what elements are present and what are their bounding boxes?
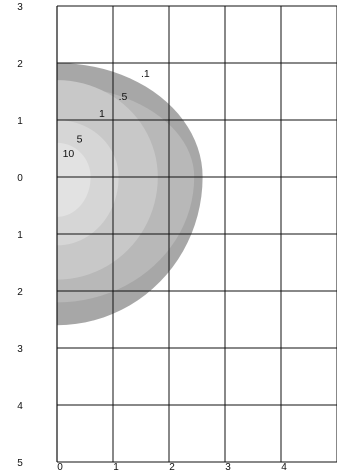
contour-label: 5	[77, 134, 83, 146]
contour-label: .5	[119, 91, 128, 103]
contour-band-10	[57, 142, 91, 217]
contour-label: 10	[63, 148, 75, 160]
y-tick-label: 3	[17, 344, 23, 355]
y-tick-label: 4	[17, 401, 23, 412]
contour-label: .1	[141, 68, 150, 80]
x-tick-label: 3	[225, 462, 231, 472]
y-tick-label: 1	[17, 230, 23, 241]
y-tick-label: 1	[17, 116, 23, 127]
contour-labels-layer: .1 .5 1 510	[63, 68, 150, 160]
y-tick-label: 5	[17, 458, 23, 469]
y-ticks-layer: 3 2 1 0 1 2 3 4 5	[17, 2, 23, 469]
x-ticks-layer: 0 1 2 3 4	[57, 462, 287, 472]
contours-layer	[57, 63, 203, 326]
y-tick-label: 3	[17, 2, 23, 13]
y-tick-label: 0	[17, 173, 23, 184]
x-tick-label: 0	[57, 462, 63, 472]
x-tick-label: 4	[281, 462, 287, 472]
contour-label: 1	[99, 108, 105, 120]
x-tick-label: 2	[169, 462, 175, 472]
y-tick-label: 2	[17, 287, 23, 298]
y-tick-label: 2	[17, 59, 23, 70]
grid-layer	[56, 5, 337, 463]
x-tick-label: 1	[113, 462, 119, 472]
